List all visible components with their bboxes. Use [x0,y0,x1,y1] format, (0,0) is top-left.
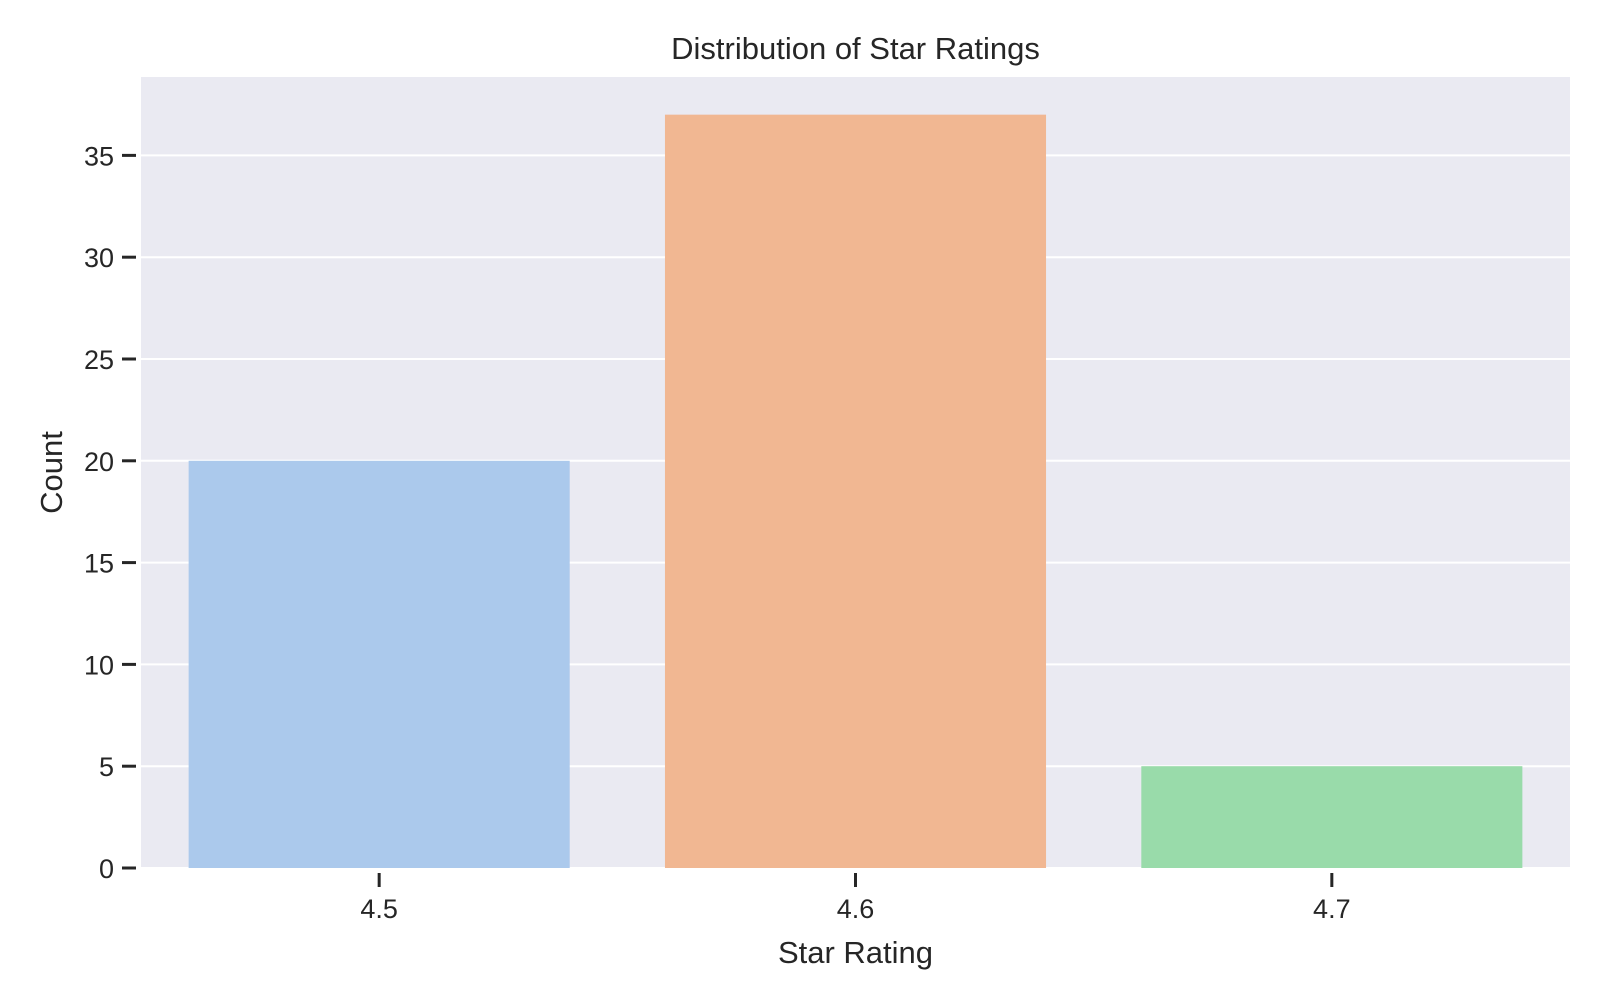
bar [188,460,570,868]
y-tick-label: 35 [84,141,114,171]
y-tick-label: 30 [84,243,114,273]
bar [664,114,1047,868]
x-axis: 4.5 4.6 4.7 [360,873,1351,924]
bar [1141,766,1523,868]
y-axis-label: Count [34,431,69,514]
x-tick-label: 4.5 [360,894,398,924]
y-tick-label: 5 [99,752,114,782]
x-axis-label: Star Rating [778,935,933,970]
y-tick-label: 20 [84,447,114,477]
chart-title: Distribution of Star Ratings [671,31,1040,66]
y-tick-label: 15 [84,549,114,579]
y-tick-label: 25 [84,345,114,375]
y-tick-label: 10 [84,650,114,680]
y-tick-label: 0 [99,854,114,884]
bars [188,114,1523,868]
y-axis: 0 5 10 15 20 25 30 35 [84,141,136,884]
x-tick-label: 4.6 [837,894,875,924]
x-tick-label: 4.7 [1313,894,1351,924]
